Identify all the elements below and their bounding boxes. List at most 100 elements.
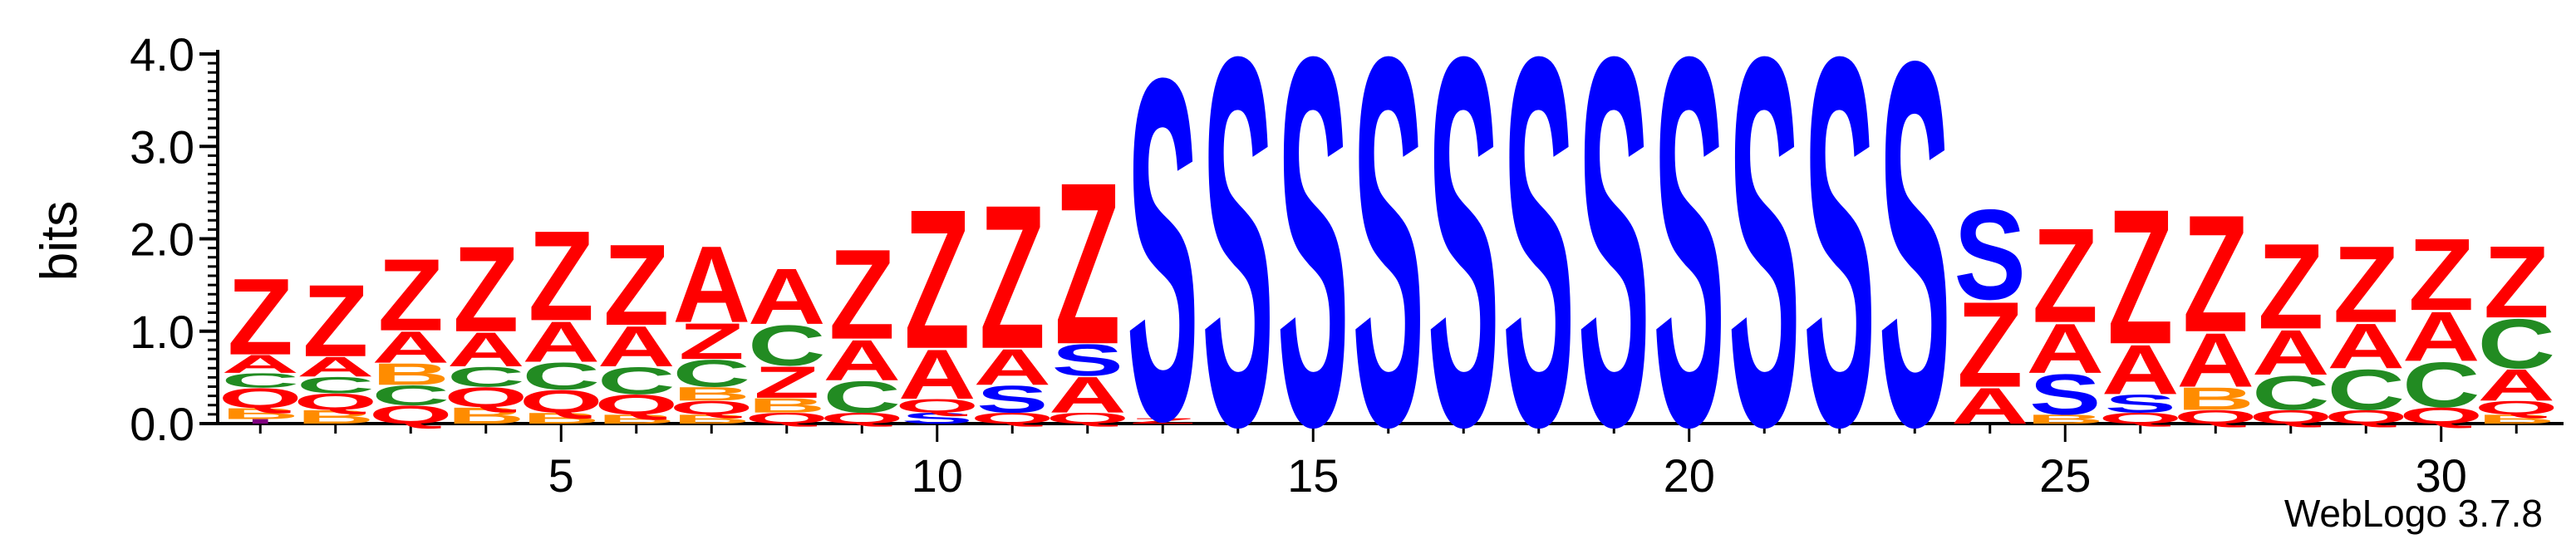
y-axis-label: bits — [31, 201, 88, 281]
logo-letter-A: A — [2477, 360, 2555, 410]
logo-letter-I: I — [245, 418, 275, 425]
logo-letter-Z: Z — [2408, 217, 2474, 332]
x-tick-label: 15 — [1287, 449, 1339, 502]
logo-letter-A: A — [1951, 377, 2029, 434]
logo-letter-C: C — [371, 380, 450, 411]
y-ticks: 0.0 1.0 2.0 3.0 4.0 — [130, 28, 218, 450]
logo-letter-Z: Z — [453, 222, 519, 357]
logo-letter-Q: Q — [2174, 406, 2258, 428]
logo-letter-C: C — [2252, 366, 2330, 420]
y-axis: 0.0 1.0 2.0 3.0 4.0 bits — [31, 28, 219, 450]
x-tick-label: 10 — [912, 449, 963, 502]
logo-letter-A: A — [672, 223, 750, 346]
logo-letter-Q: Q — [594, 389, 678, 420]
y-tick-label: 0.0 — [130, 398, 194, 450]
y-tick-label: 1.0 — [130, 306, 194, 358]
logo-letter-S: S — [2105, 390, 2176, 418]
logo-letter-Z: Z — [2033, 201, 2098, 351]
logo-letter-A: A — [2176, 317, 2254, 404]
logo-letter-B: B — [447, 403, 525, 429]
weblogo-version-label: WebLogo 3.7.8 — [2283, 492, 2543, 535]
logo-letter-Z: Z — [228, 256, 293, 378]
logo-letter-C: C — [748, 314, 826, 379]
logo-letter-Z: Z — [980, 162, 1045, 392]
logo-letter-A: A — [2102, 331, 2180, 409]
logo-letter-C: C — [221, 369, 299, 392]
logo-letter-Z: Z — [302, 263, 368, 379]
logo-letter-Z: Z — [1130, 417, 1196, 425]
logo-letter-S: S — [1502, 0, 1575, 535]
logo-letter-Z: Z — [1054, 135, 1120, 392]
logo-letter-Z: Z — [2333, 223, 2399, 346]
logo-letter-C: C — [597, 360, 676, 403]
logo-letter-S: S — [1804, 0, 1876, 535]
logo-letter-Z: Z — [904, 168, 970, 390]
logo-letter-Q: Q — [895, 395, 979, 417]
logo-letter-S: S — [1277, 0, 1349, 535]
logo-letter-A: A — [371, 322, 450, 372]
logo-letter-Q: Q — [745, 409, 828, 427]
logo-letter-Z: Z — [378, 237, 444, 352]
logo-letter-A: A — [2026, 310, 2104, 389]
logo-letter-A: A — [823, 329, 901, 394]
logo-letter-Z: Z — [829, 223, 895, 366]
logo-letter-S: S — [1879, 0, 1951, 534]
logo-letter-Q: Q — [1045, 409, 1129, 427]
logo-letter-S: S — [1578, 0, 1650, 535]
logo-letter-C: C — [297, 372, 375, 398]
logo-letter-B: B — [672, 383, 750, 404]
logo-letter-B: B — [2026, 412, 2104, 426]
logo-letter-S: S — [1728, 0, 1801, 535]
logo-letter-S: S — [902, 409, 973, 427]
logo-letter-S: S — [1202, 0, 1274, 535]
logo-letter-A: A — [2327, 310, 2405, 382]
logo-letter-C: C — [672, 352, 750, 395]
logo-letter-A: A — [297, 351, 375, 383]
logo-letter-Q: Q — [670, 397, 754, 419]
logo-letter-Z: Z — [2258, 219, 2323, 355]
logo-letter-S: S — [1352, 0, 1424, 535]
logo-letter-Z: Z — [679, 312, 745, 370]
logo-letter-B: B — [297, 406, 375, 428]
logo-letter-Z: Z — [1957, 277, 2023, 413]
logo-letter-C: C — [2477, 305, 2555, 384]
logo-letter-A: A — [447, 323, 525, 377]
logo-letter-Q: Q — [820, 409, 904, 427]
logo-letter-S: S — [1052, 336, 1123, 385]
logo-letter-Z: Z — [754, 357, 819, 407]
logo-letter-Q: Q — [369, 400, 453, 429]
logo-letter-C: C — [2402, 349, 2480, 421]
y-tick-label: 4.0 — [130, 28, 194, 81]
logo-letter-Z: Z — [2484, 224, 2549, 340]
logo-letter-A: A — [2402, 297, 2480, 376]
logo-letter-C: C — [522, 355, 600, 398]
logo-letter-A: A — [2252, 316, 2330, 389]
x-axis: 5 10 15 20 25 30 — [218, 422, 2564, 502]
logo-letter-B: B — [597, 412, 676, 426]
logo-letter-Z: Z — [528, 205, 594, 348]
logo-letter-B: B — [2176, 381, 2254, 417]
logo-letter-C: C — [447, 361, 525, 393]
x-tick-label: 5 — [548, 449, 574, 502]
logo-letter-S: S — [2029, 363, 2102, 428]
y-tick-label: 2.0 — [130, 213, 194, 266]
logo-letter-A: A — [1049, 366, 1127, 424]
logo-letter-Q: Q — [519, 384, 603, 419]
logo-letter-B: B — [221, 405, 299, 423]
logo-letter-A: A — [221, 350, 299, 378]
logo-letter-B: B — [2477, 412, 2555, 426]
logo-letter-Z: Z — [603, 221, 669, 350]
logo-letter-Q: Q — [2098, 409, 2182, 427]
logo-letter-S: S — [1127, 0, 1198, 522]
logo-letter-Q: Q — [2324, 406, 2408, 428]
logo-letter-C: C — [823, 372, 901, 422]
letter-stacks: IBQCAZBQCAZQCBAZBQCAZBQCAZBQCAZBQBCZAQBZ… — [219, 0, 2559, 535]
x-tick-label: 25 — [2039, 449, 2091, 502]
logo-letter-Q: Q — [971, 409, 1054, 427]
logo-letter-A: A — [522, 310, 600, 375]
logo-letter-B: B — [371, 357, 450, 391]
logo-letter-A: A — [748, 252, 826, 341]
logo-letter-S: S — [1428, 0, 1500, 535]
logo-letter-C: C — [2327, 358, 2405, 423]
